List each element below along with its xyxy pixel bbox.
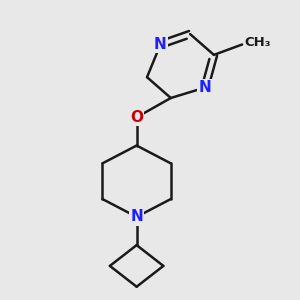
Text: O: O xyxy=(130,110,143,125)
Text: N: N xyxy=(154,37,167,52)
Text: N: N xyxy=(199,80,212,95)
Text: N: N xyxy=(130,209,143,224)
Text: CH₃: CH₃ xyxy=(244,37,271,50)
